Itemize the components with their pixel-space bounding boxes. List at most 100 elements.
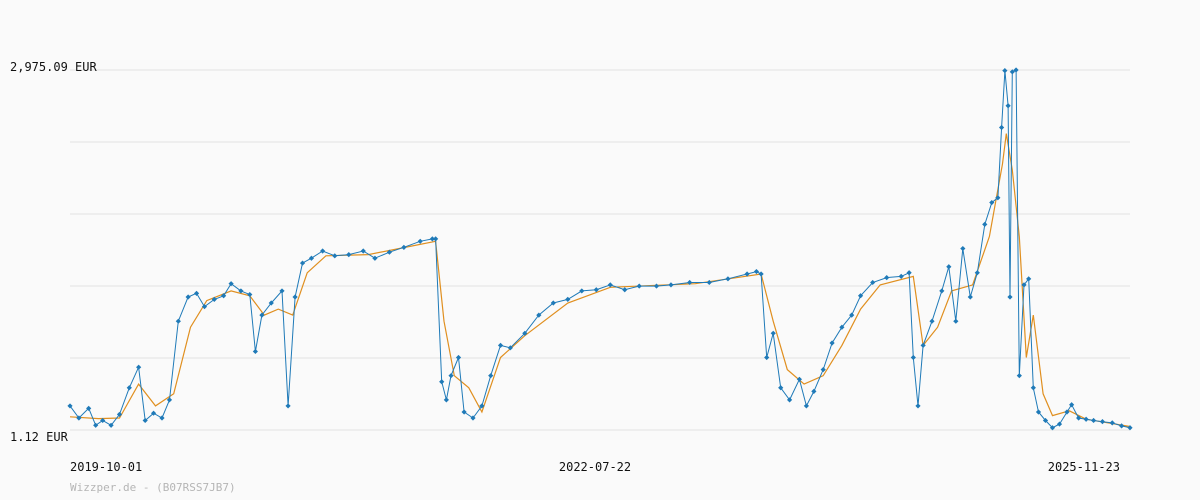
price-point xyxy=(497,342,504,349)
price-point xyxy=(849,312,855,318)
price-point xyxy=(159,415,165,421)
price-point xyxy=(247,291,253,298)
price-point xyxy=(653,283,660,289)
price-point xyxy=(906,270,912,276)
price-point xyxy=(1002,68,1008,74)
price-point xyxy=(126,385,132,391)
price-point xyxy=(753,268,760,275)
price-point xyxy=(870,279,876,286)
price-point xyxy=(228,281,234,287)
price-point xyxy=(479,403,485,409)
price-point xyxy=(687,279,693,286)
price-point xyxy=(285,403,291,409)
price-point xyxy=(1013,67,1019,73)
y-min-label: 1.12 EUR xyxy=(10,430,69,444)
price-point xyxy=(221,293,227,299)
price-point xyxy=(292,294,298,300)
price-point xyxy=(565,296,571,303)
price-point xyxy=(1109,420,1115,426)
price-point xyxy=(320,248,326,254)
price-point xyxy=(974,270,980,276)
price-point xyxy=(1009,69,1015,75)
price-point xyxy=(175,318,181,324)
price-point xyxy=(967,294,973,300)
price-point xyxy=(1021,282,1027,288)
price-point xyxy=(238,288,244,294)
price-point xyxy=(1035,409,1042,415)
price-point xyxy=(279,288,285,294)
price-point xyxy=(778,385,784,391)
price-point xyxy=(1042,417,1049,424)
price-point xyxy=(915,403,921,409)
price-point xyxy=(1007,294,1013,300)
price-point xyxy=(946,264,952,270)
price-point xyxy=(372,255,378,261)
price-point xyxy=(193,290,200,296)
price-point xyxy=(522,330,528,336)
price-point xyxy=(386,249,393,255)
price-point xyxy=(786,397,793,403)
price-point xyxy=(960,245,966,252)
price-point xyxy=(536,312,542,318)
x-tick-label-end: 2025-11-23 xyxy=(1048,460,1120,474)
price-point xyxy=(433,236,439,242)
price-point xyxy=(1083,416,1089,422)
source-caption: Wizzper.de - (B07RSS7JB7) xyxy=(70,481,236,494)
price-point xyxy=(185,294,191,300)
price-point xyxy=(758,271,764,277)
price-point xyxy=(953,318,959,324)
price-point xyxy=(1118,423,1125,429)
average-series-line xyxy=(69,133,1131,428)
price-point xyxy=(461,409,467,415)
price-point xyxy=(507,345,513,351)
x-tick-label-middle: 2022-07-22 xyxy=(559,460,631,474)
price-point xyxy=(1090,417,1097,424)
price-point xyxy=(443,397,449,403)
price-point xyxy=(839,324,845,330)
price-point xyxy=(299,260,306,266)
price-point xyxy=(668,282,674,288)
price-point xyxy=(86,405,92,411)
y-max-label: 2,975.09 EUR xyxy=(10,60,97,74)
price-point xyxy=(636,283,642,289)
price-point xyxy=(268,300,274,306)
price-series-line xyxy=(69,69,1131,429)
price-point xyxy=(108,422,114,428)
price-point xyxy=(1030,385,1036,391)
price-point xyxy=(332,253,338,259)
price-point xyxy=(401,244,407,250)
price-point xyxy=(136,364,142,370)
price-series xyxy=(69,69,1131,429)
price-point xyxy=(764,354,770,361)
price-point xyxy=(770,330,776,336)
price-point xyxy=(252,348,258,355)
price-point xyxy=(910,354,916,361)
price-point xyxy=(550,300,556,306)
price-point xyxy=(150,410,157,416)
price-point xyxy=(455,354,462,361)
price-point xyxy=(982,221,988,227)
x-tick-label-start: 2019-10-01 xyxy=(70,460,142,474)
average-series xyxy=(69,133,1131,428)
price-point xyxy=(811,388,817,394)
price-point xyxy=(1064,409,1070,415)
price-point xyxy=(1016,373,1022,379)
price-point xyxy=(920,342,926,349)
price-point xyxy=(488,373,494,379)
price-point xyxy=(1026,276,1032,282)
price-point xyxy=(1056,421,1063,427)
price-point xyxy=(346,252,352,258)
price-point xyxy=(744,271,750,277)
price-point xyxy=(607,282,613,288)
price-point xyxy=(211,296,217,303)
price-point xyxy=(989,199,995,206)
price-point xyxy=(360,248,366,254)
price-point xyxy=(142,417,148,424)
price-point xyxy=(1099,419,1106,425)
grid-layer xyxy=(70,69,1130,431)
price-point xyxy=(116,411,123,417)
price-point xyxy=(201,304,208,310)
price-point xyxy=(67,403,73,409)
price-point xyxy=(706,279,712,286)
